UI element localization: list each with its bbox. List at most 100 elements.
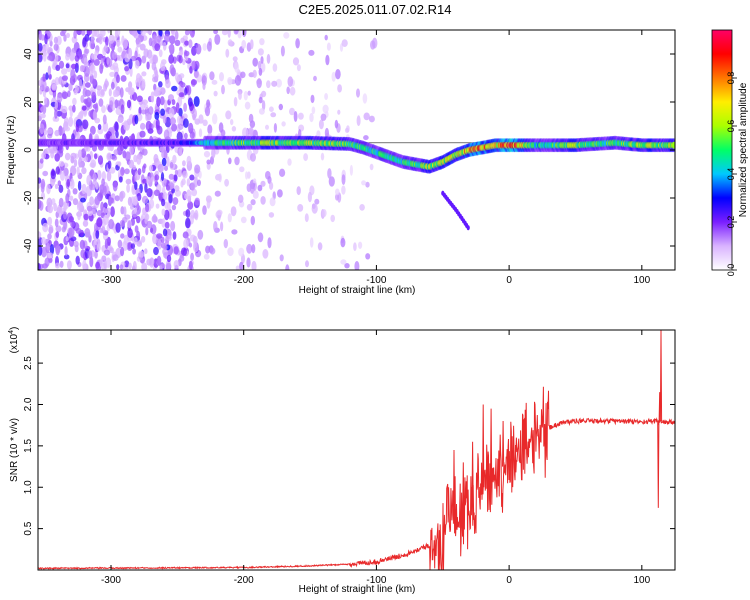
- spectrogram-noise-blob: [224, 178, 230, 187]
- spectrogram-noise-blob: [92, 78, 96, 88]
- spectrogram-noise-blob: [146, 188, 153, 198]
- spectrogram-noise-blob: [344, 263, 350, 269]
- spectrogram-noise-blob: [250, 199, 256, 206]
- spectrogram-noise-blob: [266, 53, 271, 64]
- spectrogram-noise-blob: [150, 176, 154, 183]
- spectrogram-noise-blob: [330, 214, 336, 223]
- spectrogram-noise-blob: [180, 37, 185, 44]
- spectrogram-x-axis: -300 -200 -100 0 100: [101, 30, 651, 286]
- colorbar-tick-label: 0.4: [726, 168, 736, 181]
- spectrogram-noise-blob: [74, 84, 80, 93]
- spectrogram-noise-blob: [160, 61, 166, 72]
- spectrogram-noise-blob: [55, 225, 62, 233]
- spectrogram-noise-blob: [227, 30, 231, 38]
- spectrogram-noise-blob: [157, 163, 164, 173]
- spectrogram-noise-blob: [277, 189, 283, 198]
- spectrogram-noise-blob: [66, 178, 71, 188]
- spectrogram-noise-blob: [245, 171, 249, 180]
- spectrogram-noise-blob: [130, 204, 134, 210]
- spectrogram-noise-blob: [92, 110, 98, 121]
- spectrogram-noise-blob: [136, 240, 143, 247]
- spectrogram-noise-blob: [80, 249, 86, 259]
- spectrogram-noise-blob: [147, 30, 152, 35]
- spectrogram-ridge-core: [671, 141, 675, 149]
- spectrogram-noise-blob: [156, 255, 162, 266]
- spectrogram-noise-blob: [155, 124, 161, 131]
- spectrogram-noise-blob: [189, 131, 195, 139]
- spectrogram-noise-blob: [153, 89, 159, 96]
- spectrogram-noise-blob: [161, 208, 166, 216]
- spectrogram-noise-blob: [38, 262, 41, 270]
- spectrogram-noise-blob: [112, 254, 119, 261]
- spectrogram-noise-blob: [193, 212, 198, 219]
- spectrogram-noise-blob: [269, 197, 276, 207]
- spectrogram-noise-blob: [169, 161, 174, 169]
- spectrogram-noise-blob: [68, 116, 74, 128]
- colorbar-label: Normalized spectral amplitude: [738, 82, 749, 217]
- spectrogram-noise-blob: [94, 251, 98, 259]
- spectrogram-noise-blob: [305, 260, 309, 268]
- spectrogram-noise-blob: [77, 125, 83, 133]
- spectrogram-noise-blob: [89, 183, 96, 191]
- colorbar: 0.0 0.2 0.4 0.6 0.8 Normalized spectral ampl…: [711, 29, 749, 276]
- spectrogram-noise-blob: [181, 247, 187, 256]
- spectrogram-noise-blob: [166, 254, 172, 263]
- spectrogram-noise-blob: [206, 198, 211, 209]
- spectrogram-noise-blob: [119, 87, 124, 98]
- spectrogram-noise-blob: [89, 256, 94, 268]
- spectrogram-noise-blob: [164, 221, 170, 229]
- spectrogram-noise-blob: [340, 237, 346, 248]
- spectrogram-noise-blob: [225, 110, 232, 120]
- spectrogram-noise-blob: [184, 30, 190, 36]
- spectrogram-noise-blob: [55, 64, 61, 71]
- spectrogram-noise-blob: [72, 198, 79, 206]
- spectrogram-noise-blob: [211, 79, 218, 85]
- spectrogram-noise-blob: [91, 91, 97, 100]
- spectrogram-noise-blob: [75, 227, 82, 234]
- spectrogram-noise-blob: [273, 123, 277, 133]
- spectrogram-noise-blob: [202, 119, 208, 127]
- spectrogram-noise-blob: [89, 196, 94, 206]
- spectrogram-noise-blob: [82, 259, 87, 270]
- spectrogram-noise-blob: [74, 55, 80, 62]
- spectrogram-noise-blob: [93, 58, 100, 66]
- spectrogram-noise-blob: [220, 129, 226, 137]
- spectrogram-noise-blob: [149, 58, 154, 64]
- spectrogram-noise-blob: [152, 213, 157, 223]
- spectrogram-noise-blob: [116, 74, 120, 83]
- spectrogram-noise-blob: [61, 91, 69, 99]
- spectrogram-noise-blob: [65, 193, 70, 204]
- spectrogram-noise-blob: [287, 158, 292, 166]
- spectrogram-y-axis: -40 -20 0 20 40: [23, 48, 675, 253]
- spectrogram-noise-blob: [42, 170, 49, 177]
- spectrogram-noise-blob: [61, 75, 68, 81]
- spectrogram-noise-blob: [252, 190, 259, 199]
- spectrogram-noise-blob: [280, 45, 285, 57]
- x-tick-label: 100: [633, 575, 650, 586]
- spectrogram-noise-blob: [183, 238, 189, 249]
- spectrogram-noise-blob: [109, 247, 114, 254]
- spectrogram-noise-blob: [47, 233, 52, 240]
- spectrogram-noise-blob: [322, 209, 327, 218]
- spectrogram-noise-blob: [101, 226, 106, 234]
- spectrogram-noise-blob: [232, 56, 238, 62]
- spectrogram-noise-blob: [358, 241, 363, 249]
- spectrogram-noise-blob: [164, 33, 170, 43]
- spectrogram-noise-blob: [238, 91, 242, 100]
- spectrogram-noise-blob: [72, 188, 78, 195]
- spectrogram-noise-blob: [118, 176, 123, 183]
- spectrogram-noise-blob: [309, 112, 314, 123]
- spectrogram-noise-blob: [112, 89, 117, 98]
- spectrogram-noise-blob: [156, 35, 162, 43]
- spectrogram-noise-blob: [159, 263, 166, 269]
- snr-y-axis: 0.5 1.0 1.5 2.0 2.5: [23, 356, 675, 536]
- spectrogram-noise-blob: [127, 228, 133, 239]
- spectrogram-noise-blob: [109, 71, 116, 77]
- spectrogram-noise-blob: [369, 163, 374, 171]
- spectrogram-noise-blob: [47, 216, 53, 226]
- spectrogram-noise-blob: [162, 115, 167, 124]
- spectrogram-noise-blob: [293, 111, 298, 122]
- spectrogram-noise-blob: [143, 163, 147, 169]
- spectrogram-noise-blob: [41, 236, 46, 245]
